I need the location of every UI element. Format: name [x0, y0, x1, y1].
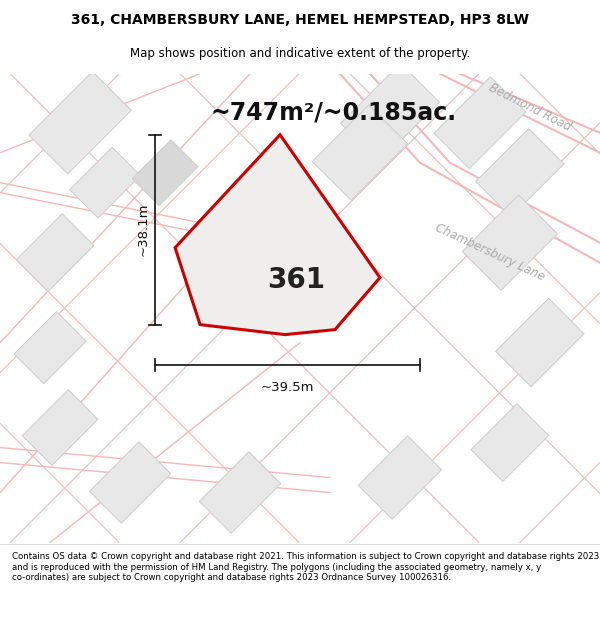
Polygon shape	[29, 71, 131, 174]
Polygon shape	[312, 105, 407, 201]
Polygon shape	[434, 77, 526, 169]
Polygon shape	[471, 404, 549, 481]
Polygon shape	[175, 135, 380, 334]
Text: Chambersbury Lane: Chambersbury Lane	[433, 221, 547, 284]
Polygon shape	[358, 436, 442, 519]
Polygon shape	[199, 452, 281, 533]
Polygon shape	[340, 63, 439, 162]
Polygon shape	[14, 311, 86, 384]
Text: 361: 361	[267, 266, 325, 294]
Text: ~39.5m: ~39.5m	[261, 381, 314, 394]
Text: ~38.1m: ~38.1m	[137, 203, 149, 256]
Text: Map shows position and indicative extent of the property.: Map shows position and indicative extent…	[130, 48, 470, 61]
Polygon shape	[132, 140, 198, 206]
Polygon shape	[89, 442, 171, 523]
Polygon shape	[462, 195, 557, 291]
Polygon shape	[22, 390, 98, 466]
Polygon shape	[476, 129, 564, 217]
Text: ~747m²/~0.185ac.: ~747m²/~0.185ac.	[210, 101, 456, 125]
Text: Bedmond Road: Bedmond Road	[487, 81, 573, 134]
Polygon shape	[16, 214, 94, 291]
Polygon shape	[496, 298, 584, 387]
Polygon shape	[70, 148, 140, 218]
Text: 361, CHAMBERSBURY LANE, HEMEL HEMPSTEAD, HP3 8LW: 361, CHAMBERSBURY LANE, HEMEL HEMPSTEAD,…	[71, 13, 529, 27]
Text: Contains OS data © Crown copyright and database right 2021. This information is : Contains OS data © Crown copyright and d…	[12, 552, 599, 582]
